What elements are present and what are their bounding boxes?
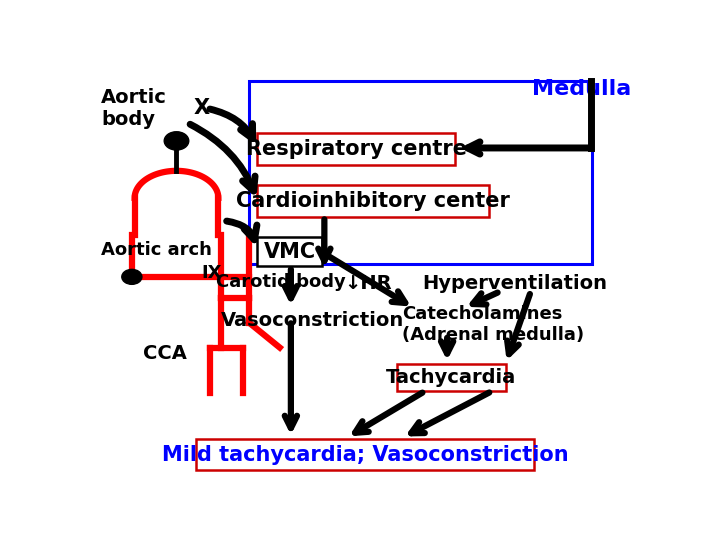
Text: Tachycardia: Tachycardia bbox=[386, 368, 516, 387]
Text: Mild tachycardia; Vasoconstriction: Mild tachycardia; Vasoconstriction bbox=[161, 444, 568, 464]
FancyArrowPatch shape bbox=[318, 219, 330, 261]
FancyArrowPatch shape bbox=[411, 393, 490, 433]
FancyArrowPatch shape bbox=[210, 109, 253, 139]
FancyBboxPatch shape bbox=[258, 238, 322, 266]
FancyArrowPatch shape bbox=[468, 142, 588, 154]
Text: CCA: CCA bbox=[143, 345, 187, 363]
FancyArrowPatch shape bbox=[324, 253, 405, 303]
Text: Vasoconstriction: Vasoconstriction bbox=[221, 311, 405, 330]
FancyArrowPatch shape bbox=[473, 293, 498, 305]
Circle shape bbox=[164, 132, 189, 150]
Text: ↓HR: ↓HR bbox=[344, 274, 392, 293]
FancyArrowPatch shape bbox=[190, 124, 255, 191]
Text: IX: IX bbox=[202, 264, 222, 282]
Circle shape bbox=[122, 269, 142, 285]
Text: Aortic arch: Aortic arch bbox=[101, 241, 212, 259]
FancyBboxPatch shape bbox=[397, 364, 505, 391]
FancyArrowPatch shape bbox=[441, 338, 453, 354]
FancyArrowPatch shape bbox=[507, 294, 530, 354]
Text: Catecholamines
(Adrenal medulla): Catecholamines (Adrenal medulla) bbox=[402, 305, 585, 344]
FancyBboxPatch shape bbox=[258, 185, 489, 217]
FancyArrowPatch shape bbox=[227, 221, 257, 240]
FancyBboxPatch shape bbox=[258, 133, 456, 165]
Text: X: X bbox=[193, 98, 210, 118]
FancyArrowPatch shape bbox=[285, 269, 297, 298]
Text: Aortic
body: Aortic body bbox=[101, 88, 167, 129]
Text: Hyperventilation: Hyperventilation bbox=[422, 274, 607, 293]
FancyBboxPatch shape bbox=[196, 439, 534, 470]
FancyArrowPatch shape bbox=[355, 393, 423, 433]
FancyArrowPatch shape bbox=[285, 323, 297, 428]
Text: Respiratory centre: Respiratory centre bbox=[246, 139, 467, 159]
Text: Medulla: Medulla bbox=[532, 79, 631, 99]
Text: Cardioinhibitory center: Cardioinhibitory center bbox=[236, 191, 510, 211]
Text: Carotid body: Carotid body bbox=[215, 273, 346, 291]
Text: VMC: VMC bbox=[264, 242, 315, 262]
